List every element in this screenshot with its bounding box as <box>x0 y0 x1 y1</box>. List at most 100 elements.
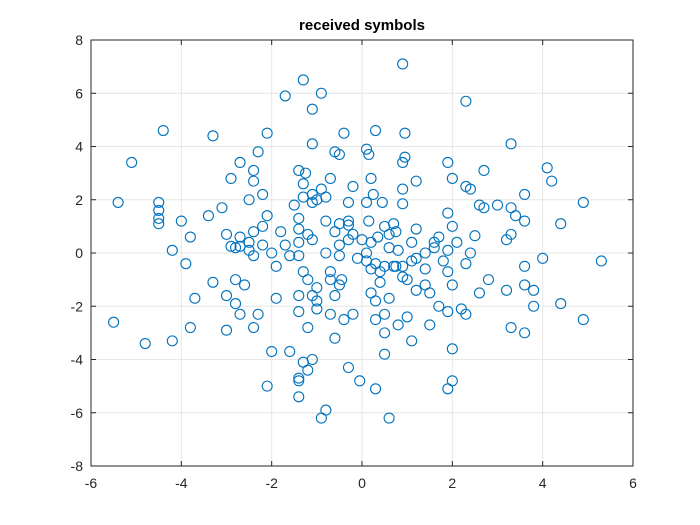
data-point <box>410 175 422 187</box>
data-point <box>239 279 251 291</box>
data-point <box>248 321 260 334</box>
data-point <box>324 308 336 320</box>
data-point <box>446 172 458 184</box>
data-point <box>410 223 422 235</box>
data-point <box>460 95 472 107</box>
data-point <box>437 255 449 267</box>
data-point <box>311 295 323 307</box>
data-point <box>379 327 391 339</box>
data-point <box>112 196 124 208</box>
x-tick-label: 2 <box>448 475 456 491</box>
data-point <box>225 172 237 184</box>
data-point <box>270 260 282 272</box>
data-point <box>293 306 305 318</box>
data-point <box>433 300 445 312</box>
data-point <box>257 239 269 251</box>
data-point <box>342 219 355 231</box>
data-point <box>293 236 305 248</box>
data-point <box>248 250 260 262</box>
data-point <box>108 316 120 328</box>
data-point <box>320 215 332 227</box>
data-point <box>261 380 273 392</box>
data-point <box>225 240 237 252</box>
y-tick-label: 0 <box>75 245 83 261</box>
data-point <box>248 175 260 187</box>
data-point <box>519 327 531 339</box>
data-point <box>302 364 314 376</box>
data-point <box>369 124 382 137</box>
data-point <box>392 319 404 331</box>
data-point <box>252 308 264 320</box>
data-point <box>406 236 418 248</box>
data-point <box>510 210 522 222</box>
data-point <box>315 87 327 99</box>
x-tick-label: 4 <box>539 475 547 491</box>
data-point <box>460 258 472 270</box>
data-point <box>302 274 314 286</box>
data-point <box>505 138 517 150</box>
data-point <box>419 263 431 275</box>
data-point <box>342 196 355 208</box>
data-point <box>306 234 318 246</box>
data-point <box>541 162 553 174</box>
data-point <box>505 321 517 334</box>
data-point <box>284 250 296 262</box>
data-point <box>342 361 355 374</box>
data-point <box>369 314 382 326</box>
data-point <box>374 266 386 278</box>
data-point <box>519 279 531 291</box>
data-point <box>442 383 454 395</box>
data-point <box>216 202 228 214</box>
data-point <box>379 308 391 320</box>
tick-marks <box>90 39 634 467</box>
data-point <box>446 279 458 291</box>
data-point <box>390 260 402 272</box>
data-point <box>338 314 350 326</box>
data-point <box>166 244 178 256</box>
data-point <box>410 252 422 264</box>
y-tick-label: -4 <box>71 352 84 368</box>
data-point <box>342 234 355 246</box>
data-point <box>229 274 242 286</box>
data-point <box>220 228 233 240</box>
data-point <box>419 247 431 259</box>
data-point <box>333 148 345 161</box>
data-point <box>248 164 260 177</box>
data-point <box>333 250 345 262</box>
data-point <box>519 260 531 272</box>
data-point <box>342 215 355 227</box>
data-point <box>153 204 165 216</box>
x-tick-label: 0 <box>358 475 366 491</box>
data-point <box>297 74 309 86</box>
data-point <box>284 345 296 358</box>
data-point <box>347 180 359 192</box>
data-point <box>397 183 409 195</box>
data-point <box>220 290 233 302</box>
data-point <box>428 242 440 254</box>
data-point <box>410 284 422 296</box>
data-point <box>333 279 345 291</box>
data-point <box>293 223 305 235</box>
data-point <box>257 220 269 232</box>
data-point <box>383 228 395 240</box>
data-point <box>397 198 409 210</box>
data-point <box>302 321 314 334</box>
data-point <box>315 412 327 424</box>
data-point <box>555 218 567 230</box>
data-point <box>311 194 323 206</box>
y-tick-label: 6 <box>75 85 83 101</box>
y-tick-label: -8 <box>71 458 84 474</box>
chart-title: received symbols <box>299 17 425 34</box>
data-point <box>505 228 517 240</box>
data-point <box>175 215 187 227</box>
data-point <box>293 212 305 224</box>
data-points <box>108 58 607 424</box>
data-point <box>324 172 336 184</box>
data-point <box>306 103 318 115</box>
data-point <box>442 306 454 318</box>
data-point <box>293 391 305 403</box>
data-point <box>293 375 305 387</box>
data-point <box>446 343 458 355</box>
